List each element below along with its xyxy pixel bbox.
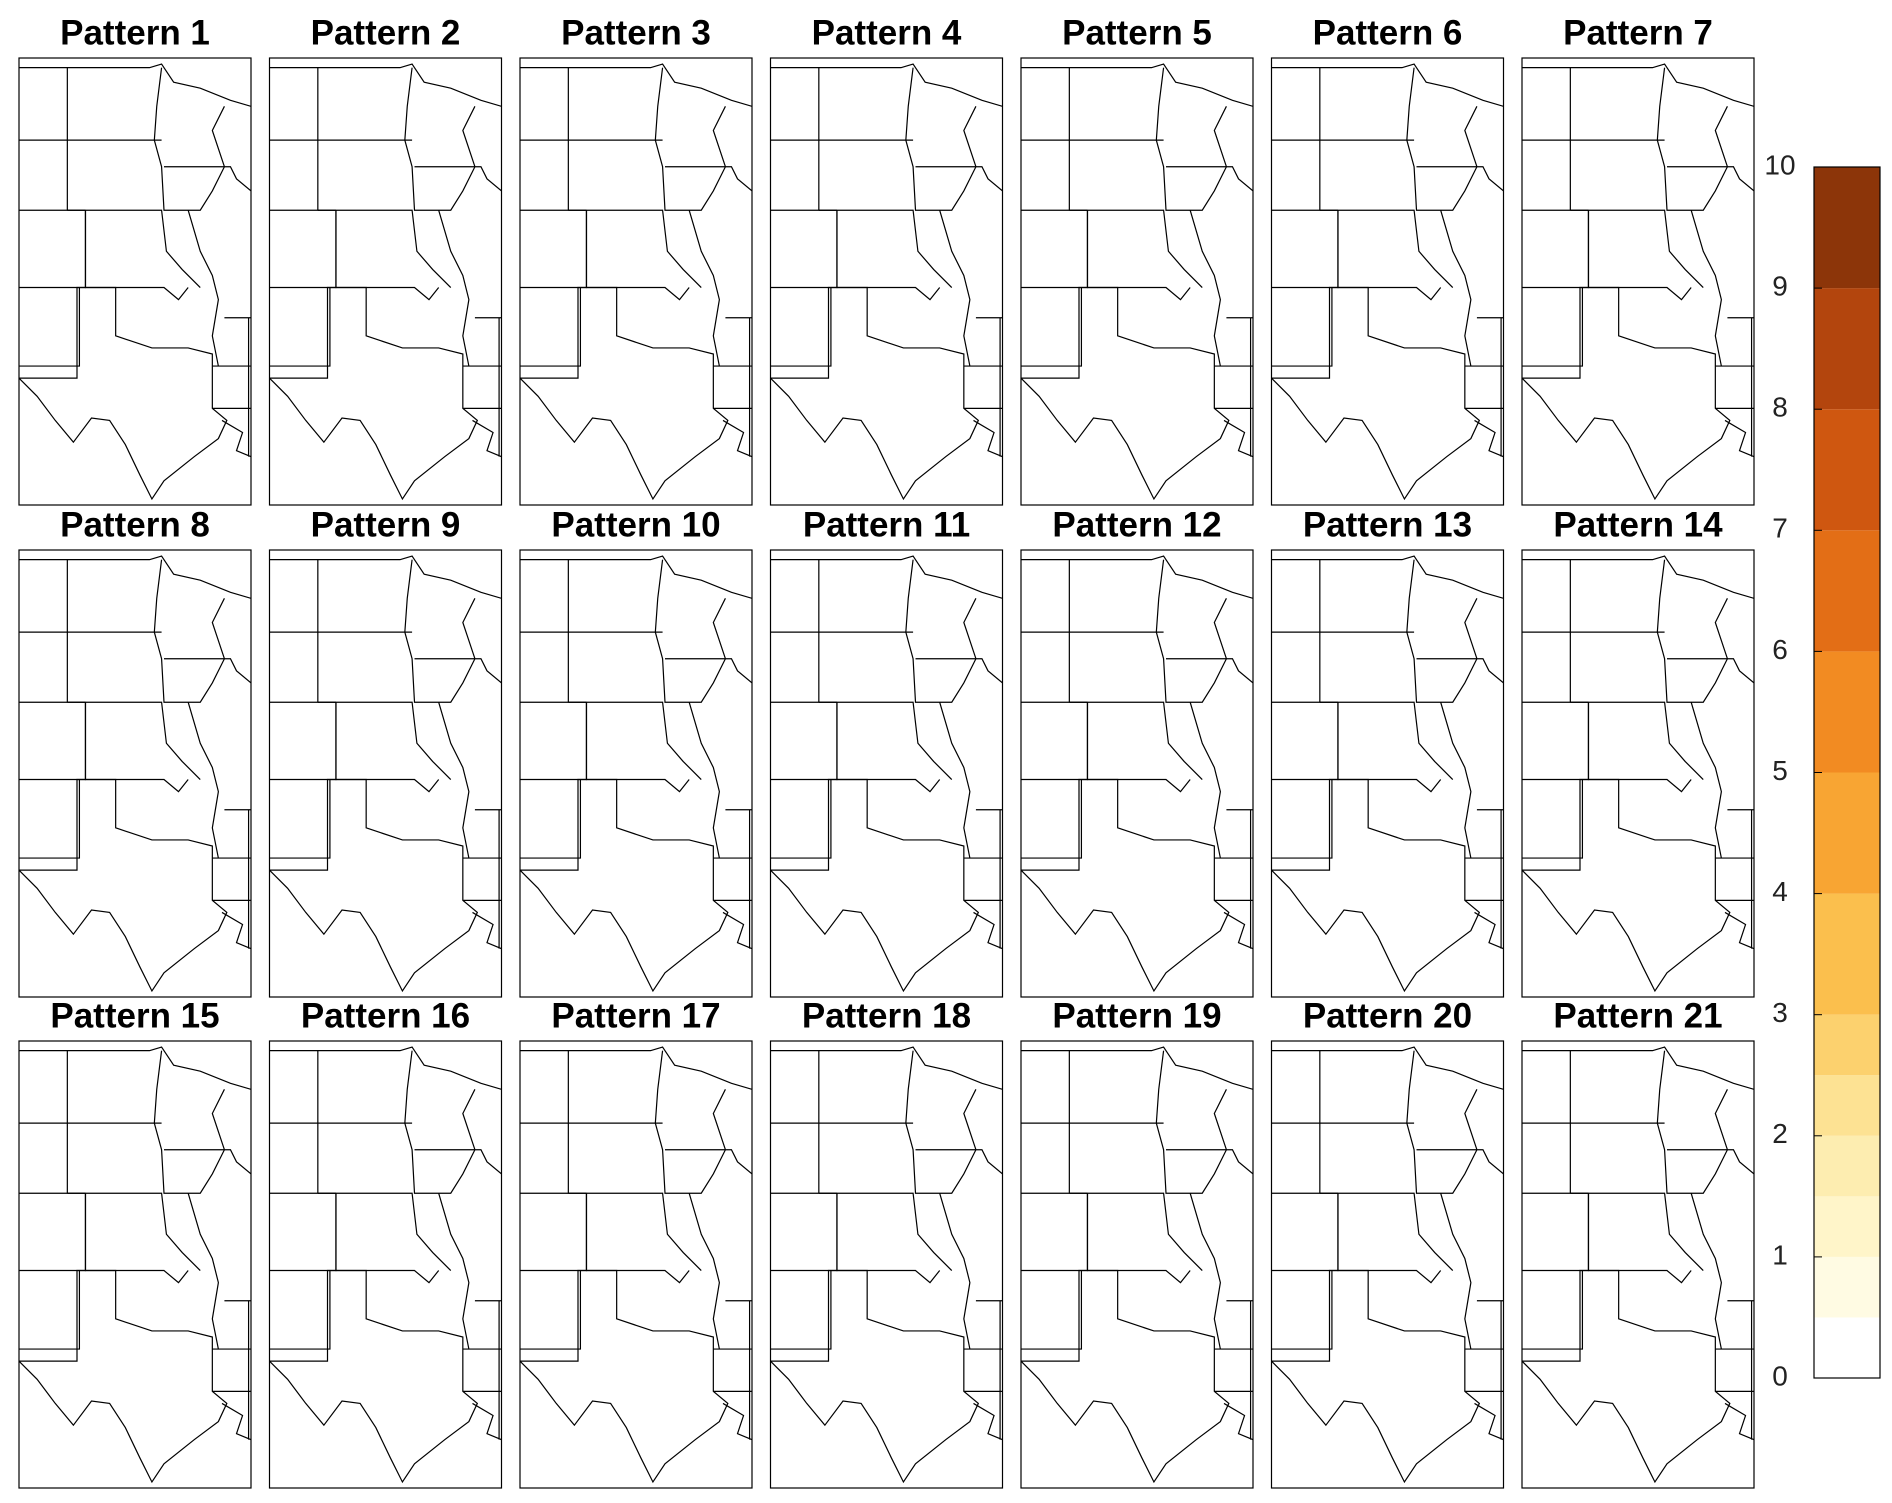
colorbar-tick-label: 1 [1772, 1239, 1788, 1270]
colorbar-band [1814, 1256, 1880, 1318]
panel-title: Pattern 19 [1052, 996, 1221, 1035]
map-background [269, 58, 502, 505]
colorbar-band [1814, 1135, 1880, 1197]
panel-title: Pattern 14 [1553, 505, 1723, 544]
map-frame [1270, 549, 1505, 998]
colorbar-band [1814, 530, 1880, 652]
map-frame [519, 1040, 753, 1489]
panel-title: Pattern 15 [50, 996, 219, 1035]
colorbar-band [1814, 1196, 1880, 1257]
map-background [1271, 1041, 1504, 1488]
map-frame [1521, 57, 1755, 506]
panel-title: Pattern 13 [1303, 505, 1472, 544]
panel-title: Pattern 18 [802, 996, 971, 1035]
colorbar-tick-label: 6 [1772, 634, 1788, 665]
colorbar-band [1814, 651, 1880, 773]
map-background [19, 58, 251, 505]
map-background [770, 58, 1003, 505]
map-background [1021, 550, 1253, 997]
colorbar-band [1814, 167, 1880, 289]
panel-title: Pattern 16 [301, 996, 470, 1035]
colorbar-tick-label: 3 [1772, 997, 1788, 1028]
colorbar-tick-label: 0 [1772, 1360, 1788, 1391]
map-frame [268, 549, 503, 998]
map-frame [18, 57, 252, 506]
map-frame [519, 57, 753, 506]
map-background [770, 550, 1003, 997]
colorbar-band [1814, 409, 1880, 531]
map-frame [769, 1040, 1004, 1489]
panel-title: Pattern 17 [551, 996, 720, 1035]
colorbar-band [1814, 893, 1880, 1015]
map-background [19, 550, 251, 997]
panel-title: Pattern 6 [1313, 13, 1463, 52]
panel-title: Pattern 5 [1062, 13, 1212, 52]
colorbar-band [1814, 1075, 1880, 1136]
map-frame [1020, 1040, 1254, 1489]
map-frame [268, 57, 503, 506]
panel-title: Pattern 9 [311, 505, 461, 544]
map-frame [18, 549, 252, 998]
colorbar-tick-label: 5 [1772, 755, 1788, 786]
colorbar-band [1814, 772, 1880, 894]
map-background [1271, 58, 1504, 505]
map-background [1522, 550, 1754, 997]
map-background [520, 1041, 752, 1488]
panel-title: Pattern 2 [311, 13, 461, 52]
panel-title: Pattern 3 [561, 13, 711, 52]
map-background [770, 1041, 1003, 1488]
map-background [520, 550, 752, 997]
colorbar-tick-label: 2 [1772, 1118, 1788, 1149]
panel-title: Pattern 11 [803, 505, 970, 544]
map-frame [1270, 57, 1505, 506]
panel-title: Pattern 21 [1553, 996, 1722, 1035]
map-frame [1270, 1040, 1505, 1489]
panel-title: Pattern 7 [1563, 13, 1713, 52]
panel-title: Pattern 1 [60, 13, 210, 52]
panel-title: Pattern 4 [812, 13, 962, 52]
colorbar-tick-label: 9 [1772, 270, 1788, 301]
colorbar-band [1814, 288, 1880, 410]
map-frame [769, 57, 1004, 506]
map-frame [18, 1040, 252, 1489]
colorbar-band [1814, 1317, 1880, 1378]
map-frame [1521, 1040, 1755, 1489]
map-frame [268, 1040, 503, 1489]
map-background [269, 550, 502, 997]
colorbar-band [1814, 1014, 1880, 1076]
colorbar-tick-label: 4 [1772, 876, 1788, 907]
map-background [1271, 550, 1504, 997]
map-background [1522, 1041, 1754, 1488]
panel-title: Pattern 20 [1303, 996, 1472, 1035]
panel-title: Pattern 10 [551, 505, 720, 544]
map-frame [519, 549, 753, 998]
colorbar-tick-label: 7 [1772, 513, 1788, 544]
map-background [269, 1041, 502, 1488]
map-background [520, 58, 752, 505]
map-frame [1020, 57, 1254, 506]
panel-title: Pattern 12 [1052, 505, 1221, 544]
map-frame [769, 549, 1004, 998]
panel-title: Pattern 8 [60, 505, 210, 544]
map-background [1021, 1041, 1253, 1488]
map-frame [1020, 549, 1254, 998]
colorbar-tick-label: 8 [1772, 392, 1788, 423]
map-background [1522, 58, 1754, 505]
colorbar-tick-label: 10 [1764, 149, 1795, 180]
map-background [1021, 58, 1253, 505]
map-background [19, 1041, 251, 1488]
map-frame [1521, 549, 1755, 998]
